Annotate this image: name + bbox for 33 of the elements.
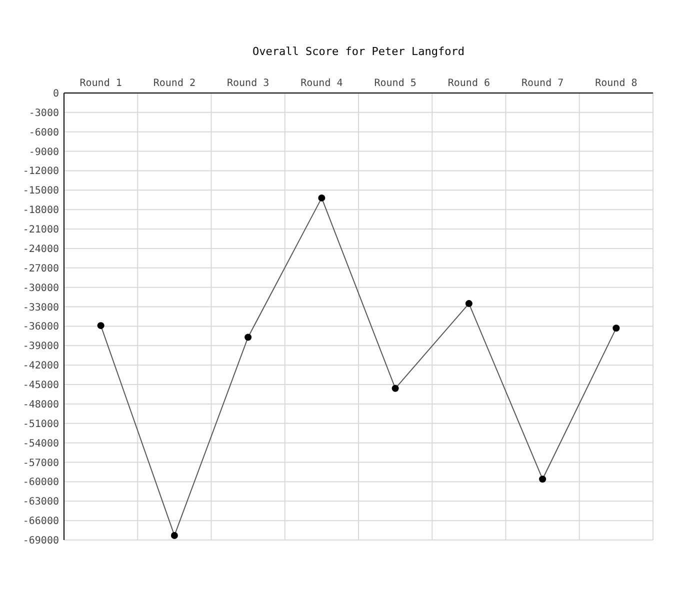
y-tick-label: -54000 bbox=[22, 438, 59, 450]
chart-title: Overall Score for Peter Langford bbox=[252, 45, 464, 58]
y-tick-label: -30000 bbox=[22, 282, 59, 294]
x-tick-label: Round 8 bbox=[595, 78, 638, 89]
y-tick-label: -39000 bbox=[22, 341, 59, 352]
y-tick-label: -57000 bbox=[22, 458, 59, 469]
x-tick-label: Round 6 bbox=[448, 78, 490, 89]
x-tick-label: Round 2 bbox=[153, 78, 196, 89]
y-tick-label: -3000 bbox=[28, 108, 59, 119]
y-tick-label: -24000 bbox=[22, 244, 59, 255]
x-tick-label: Round 5 bbox=[374, 78, 416, 89]
y-tick-label: -63000 bbox=[22, 496, 59, 508]
y-tick-label: -42000 bbox=[22, 360, 59, 372]
y-tick-label: -48000 bbox=[22, 399, 59, 410]
y-tick-label: -45000 bbox=[22, 380, 59, 392]
x-tick-label: Round 1 bbox=[80, 78, 122, 89]
y-tick-label: -18000 bbox=[22, 205, 59, 216]
y-tick-label: -69000 bbox=[22, 536, 59, 546]
y-tick-label: -36000 bbox=[22, 322, 59, 333]
y-tick-label: -6000 bbox=[28, 127, 59, 138]
y-tick-label: -51000 bbox=[22, 418, 59, 430]
x-tick-label: Round 7 bbox=[521, 78, 564, 89]
y-tick-label: -21000 bbox=[22, 224, 59, 236]
y-tick-label: -9000 bbox=[28, 146, 59, 158]
y-tick-label: -12000 bbox=[22, 166, 59, 178]
x-tick-label: Round 4 bbox=[300, 78, 343, 89]
y-tick-label: -60000 bbox=[22, 477, 59, 488]
y-tick-label: 0 bbox=[52, 88, 59, 100]
y-tick-label: -33000 bbox=[22, 302, 59, 314]
y-tick-label: -15000 bbox=[22, 186, 59, 197]
y-tick-label: -66000 bbox=[22, 516, 59, 528]
y-tick-label: -27000 bbox=[22, 263, 59, 274]
x-tick-label: Round 3 bbox=[226, 78, 270, 89]
